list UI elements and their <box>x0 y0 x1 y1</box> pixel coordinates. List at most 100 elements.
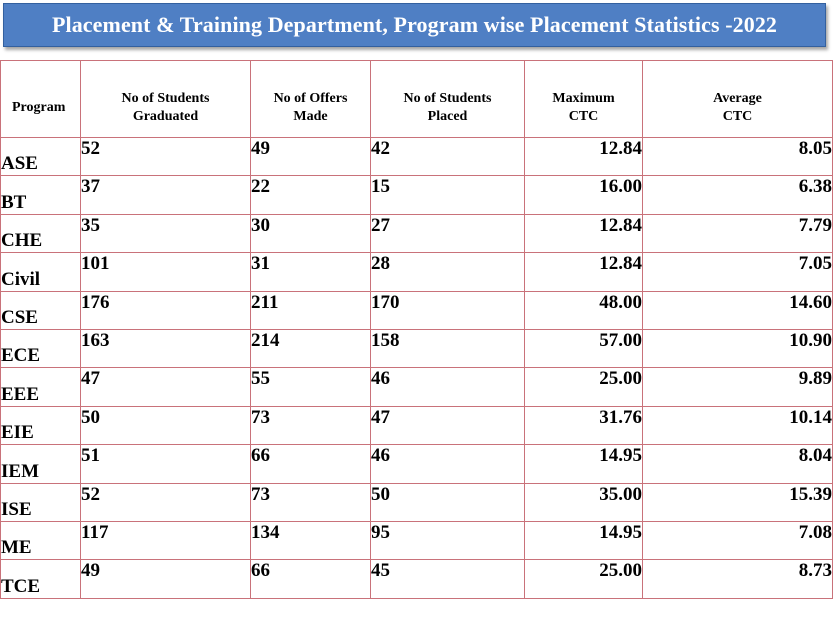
program-cell: ISE <box>0 482 81 522</box>
graduated-cell: 101 <box>80 252 251 292</box>
graduated-cell: 52 <box>80 136 251 177</box>
table-row: EIE 50 73 47 31.76 10.14 <box>0 405 833 446</box>
column-header-avg-ctc-line1: Average <box>713 91 762 106</box>
avg-ctc-cell: 10.14 <box>642 405 833 446</box>
column-header-graduated-line1: No of Students <box>121 91 210 106</box>
column-header-graduated-line2: Graduated <box>132 109 199 124</box>
column-header-avg-ctc: Average CTC <box>642 60 833 138</box>
max-ctc-cell: 25.00 <box>524 367 643 407</box>
placed-cell: 15 <box>370 175 525 215</box>
avg-ctc-cell: 7.08 <box>642 520 833 561</box>
column-header-offers: No of Offers Made <box>250 60 371 138</box>
table-row: ME 117 134 95 14.95 7.08 <box>0 520 833 561</box>
table-row: TCE 49 66 45 25.00 8.73 <box>0 559 833 599</box>
graduated-cell: 163 <box>80 328 251 369</box>
placed-cell: 28 <box>370 252 525 292</box>
avg-ctc-cell: 10.90 <box>642 328 833 369</box>
column-header-placed: No of Students Placed <box>370 60 525 138</box>
graduated-cell: 50 <box>80 405 251 446</box>
column-header-max-ctc: Maximum CTC <box>524 60 643 138</box>
table-header-row: Program No of Students Graduated No of O… <box>0 60 833 138</box>
max-ctc-cell: 12.84 <box>524 252 643 292</box>
placed-cell: 46 <box>370 444 525 484</box>
max-ctc-cell: 35.00 <box>524 482 643 522</box>
offers-cell: 22 <box>250 175 371 215</box>
max-ctc-cell: 48.00 <box>524 290 643 330</box>
offers-cell: 214 <box>250 328 371 369</box>
placed-cell: 158 <box>370 328 525 369</box>
offers-cell: 30 <box>250 213 371 254</box>
program-cell: CSE <box>0 290 81 330</box>
graduated-cell: 47 <box>80 367 251 407</box>
offers-cell: 55 <box>250 367 371 407</box>
table-row: IEM 51 66 46 14.95 8.04 <box>0 444 833 484</box>
program-cell: BT <box>0 175 81 215</box>
avg-ctc-cell: 15.39 <box>642 482 833 522</box>
placed-cell: 45 <box>370 559 525 599</box>
program-cell: Civil <box>0 252 81 292</box>
column-header-offers-line1: No of Offers <box>273 91 348 106</box>
program-cell: ME <box>0 520 81 561</box>
placed-cell: 27 <box>370 213 525 254</box>
avg-ctc-cell: 6.38 <box>642 175 833 215</box>
placed-cell: 170 <box>370 290 525 330</box>
avg-ctc-cell: 8.05 <box>642 136 833 177</box>
avg-ctc-cell: 8.73 <box>642 559 833 599</box>
offers-cell: 73 <box>250 405 371 446</box>
program-cell: IEM <box>0 444 81 484</box>
offers-cell: 73 <box>250 482 371 522</box>
table-row: Civil 101 31 28 12.84 7.05 <box>0 252 833 292</box>
graduated-cell: 49 <box>80 559 251 599</box>
offers-cell: 31 <box>250 252 371 292</box>
table-row: ISE 52 73 50 35.00 15.39 <box>0 482 833 522</box>
max-ctc-cell: 31.76 <box>524 405 643 446</box>
placed-cell: 47 <box>370 405 525 446</box>
placed-cell: 46 <box>370 367 525 407</box>
max-ctc-cell: 16.00 <box>524 175 643 215</box>
column-header-program-label: Program <box>12 100 66 115</box>
avg-ctc-cell: 9.89 <box>642 367 833 407</box>
column-header-graduated: No of Students Graduated <box>80 60 251 138</box>
graduated-cell: 35 <box>80 213 251 254</box>
table-row: ASE 52 49 42 12.84 8.05 <box>0 136 833 177</box>
placed-cell: 50 <box>370 482 525 522</box>
table-row: ECE 163 214 158 57.00 10.90 <box>0 328 833 369</box>
column-header-offers-line2: Made <box>293 109 328 124</box>
program-cell: CHE <box>0 213 81 254</box>
program-cell: EEE <box>0 367 81 407</box>
column-header-avg-ctc-line2: CTC <box>722 109 753 124</box>
program-cell: EIE <box>0 405 81 446</box>
graduated-cell: 37 <box>80 175 251 215</box>
avg-ctc-cell: 7.79 <box>642 213 833 254</box>
graduated-cell: 117 <box>80 520 251 561</box>
max-ctc-cell: 12.84 <box>524 213 643 254</box>
program-cell: ASE <box>0 136 81 177</box>
graduated-cell: 52 <box>80 482 251 522</box>
offers-cell: 49 <box>250 136 371 177</box>
avg-ctc-cell: 8.04 <box>642 444 833 484</box>
offers-cell: 66 <box>250 559 371 599</box>
offers-cell: 66 <box>250 444 371 484</box>
placed-cell: 42 <box>370 136 525 177</box>
placed-cell: 95 <box>370 520 525 561</box>
column-header-max-ctc-line1: Maximum <box>552 91 615 106</box>
table-row: EEE 47 55 46 25.00 9.89 <box>0 367 833 407</box>
program-cell: ECE <box>0 328 81 369</box>
max-ctc-cell: 14.95 <box>524 520 643 561</box>
page-title-text: Placement & Training Department, Program… <box>51 12 778 37</box>
max-ctc-cell: 57.00 <box>524 328 643 369</box>
graduated-cell: 51 <box>80 444 251 484</box>
avg-ctc-cell: 7.05 <box>642 252 833 292</box>
max-ctc-cell: 14.95 <box>524 444 643 484</box>
program-cell: TCE <box>0 559 81 599</box>
table-row: BT 37 22 15 16.00 6.38 <box>0 175 833 215</box>
column-header-placed-line2: Placed <box>427 109 468 124</box>
column-header-program: Program <box>0 60 81 138</box>
offers-cell: 211 <box>250 290 371 330</box>
avg-ctc-cell: 14.60 <box>642 290 833 330</box>
max-ctc-cell: 25.00 <box>524 559 643 599</box>
column-header-placed-line1: No of Students <box>403 91 492 106</box>
page-title: Placement & Training Department, Program… <box>3 3 826 47</box>
offers-cell: 134 <box>250 520 371 561</box>
table-row: CSE 176 211 170 48.00 14.60 <box>0 290 833 330</box>
